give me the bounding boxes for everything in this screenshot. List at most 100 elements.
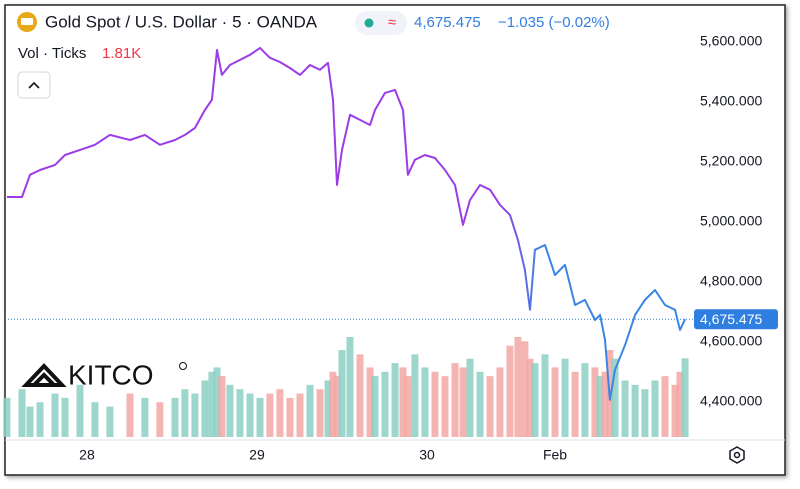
volume-bar [18,389,26,437]
chevron-icon [28,81,40,89]
volume-bar [421,367,429,437]
volume-bar [156,402,164,437]
volume-bar [596,376,604,437]
volume-bar [404,376,412,437]
volume-bar [399,367,407,437]
volume-bar [256,397,264,437]
volume-bar [338,350,346,437]
volume-bar [181,389,189,437]
volume-bar [676,371,684,437]
volume-bar [571,371,579,437]
last-price-box [694,309,778,330]
volume-layer [3,337,689,437]
volume-bar [526,358,534,437]
volume-bar [514,337,522,437]
volume-bar [36,402,44,437]
status-dot [364,18,374,28]
volume-bar [476,371,484,437]
volume-bar [226,384,234,437]
volume-bar [441,376,449,437]
volume-bar [641,389,649,437]
volume-bar [601,371,609,437]
volume-bar [236,389,244,437]
volume-bar [276,389,284,437]
settings-icon[interactable] [729,446,745,464]
volume-bar [61,397,69,437]
volume-bar [141,397,149,437]
volume-bar [201,380,209,437]
x-tick-label: 28 [79,447,95,463]
volume-bar [218,376,226,437]
volume-bar [651,380,659,437]
y-tick-label: 5,400.000 [700,93,762,109]
volume-bar [91,402,99,437]
volume-bar [296,393,304,437]
volume-bar [171,397,179,437]
price: 4,675.475 [414,14,481,31]
volume-title: Vol · Ticks [18,45,86,62]
volume-bar [333,376,341,437]
x-tick-label: 30 [419,447,435,463]
volume-bar [381,371,389,437]
volume-bar [459,367,467,437]
volume-value: 1.81K [102,45,141,62]
volume-bar [506,345,514,437]
volume-bar [208,371,216,437]
volume-bar [496,367,504,437]
volume-bar [411,354,419,437]
x-tick-label: Feb [543,447,567,463]
volume-bar [191,393,199,437]
volume-bar [521,341,529,437]
volume-bar [286,397,294,437]
volume-bar [451,363,459,437]
plot-layer [5,46,694,401]
y-tick-label: 4,800.000 [700,273,762,289]
volume-bar [391,363,399,437]
chart-title: Gold Spot / U.S. Dollar · 5 · OANDA [45,12,318,31]
collapse-button[interactable] [17,71,51,99]
y-tick-label: 5,600.000 [700,33,762,49]
volume-bar [431,371,439,437]
volume-bar [621,380,629,437]
volume-bar [316,389,324,437]
volume-bar [76,384,84,437]
volume-bar [356,354,364,437]
volume-bar [531,363,539,437]
last-price-label: 4,675.475 [700,311,762,327]
volume-bar [486,376,494,437]
volume-bar [246,393,254,437]
volume-bar [631,384,639,437]
volume-bar [106,406,114,437]
y-tick-label: 4,400.000 [700,393,762,409]
volume-bar [366,367,374,437]
volume-bar [126,393,134,437]
volume-bar [541,354,549,437]
brand: KITCO [68,359,154,390]
change: −1.035 (−0.02%) [498,14,610,31]
volume-bar [213,367,221,437]
y-tick-label: 5,200.000 [700,153,762,169]
volume-bar [611,358,619,437]
x-tick-label: 29 [249,447,265,463]
volume-bar [591,367,599,437]
price-line [6,46,687,401]
brand-logo [21,363,67,387]
volume-bar [551,367,559,437]
volume-bar [3,397,11,437]
y-tick-label: 5,000.000 [700,213,762,229]
status-pill[interactable] [355,11,407,35]
volume-bar [561,358,569,437]
registered-mark [179,362,187,370]
volume-bar [346,337,354,437]
volume-bar [329,371,337,437]
volume-bar [466,358,474,437]
symbol-icon-bar [21,18,33,25]
volume-bar [324,380,332,437]
volume-bar [581,363,589,437]
volume-bar [51,393,59,437]
volume-bar [26,406,34,437]
status-icon: ≈ [388,14,396,31]
volume-bar [371,376,379,437]
